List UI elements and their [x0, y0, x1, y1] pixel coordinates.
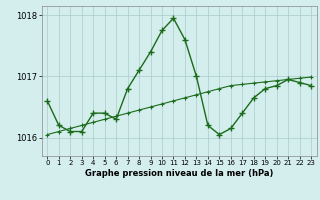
X-axis label: Graphe pression niveau de la mer (hPa): Graphe pression niveau de la mer (hPa) — [85, 169, 273, 178]
